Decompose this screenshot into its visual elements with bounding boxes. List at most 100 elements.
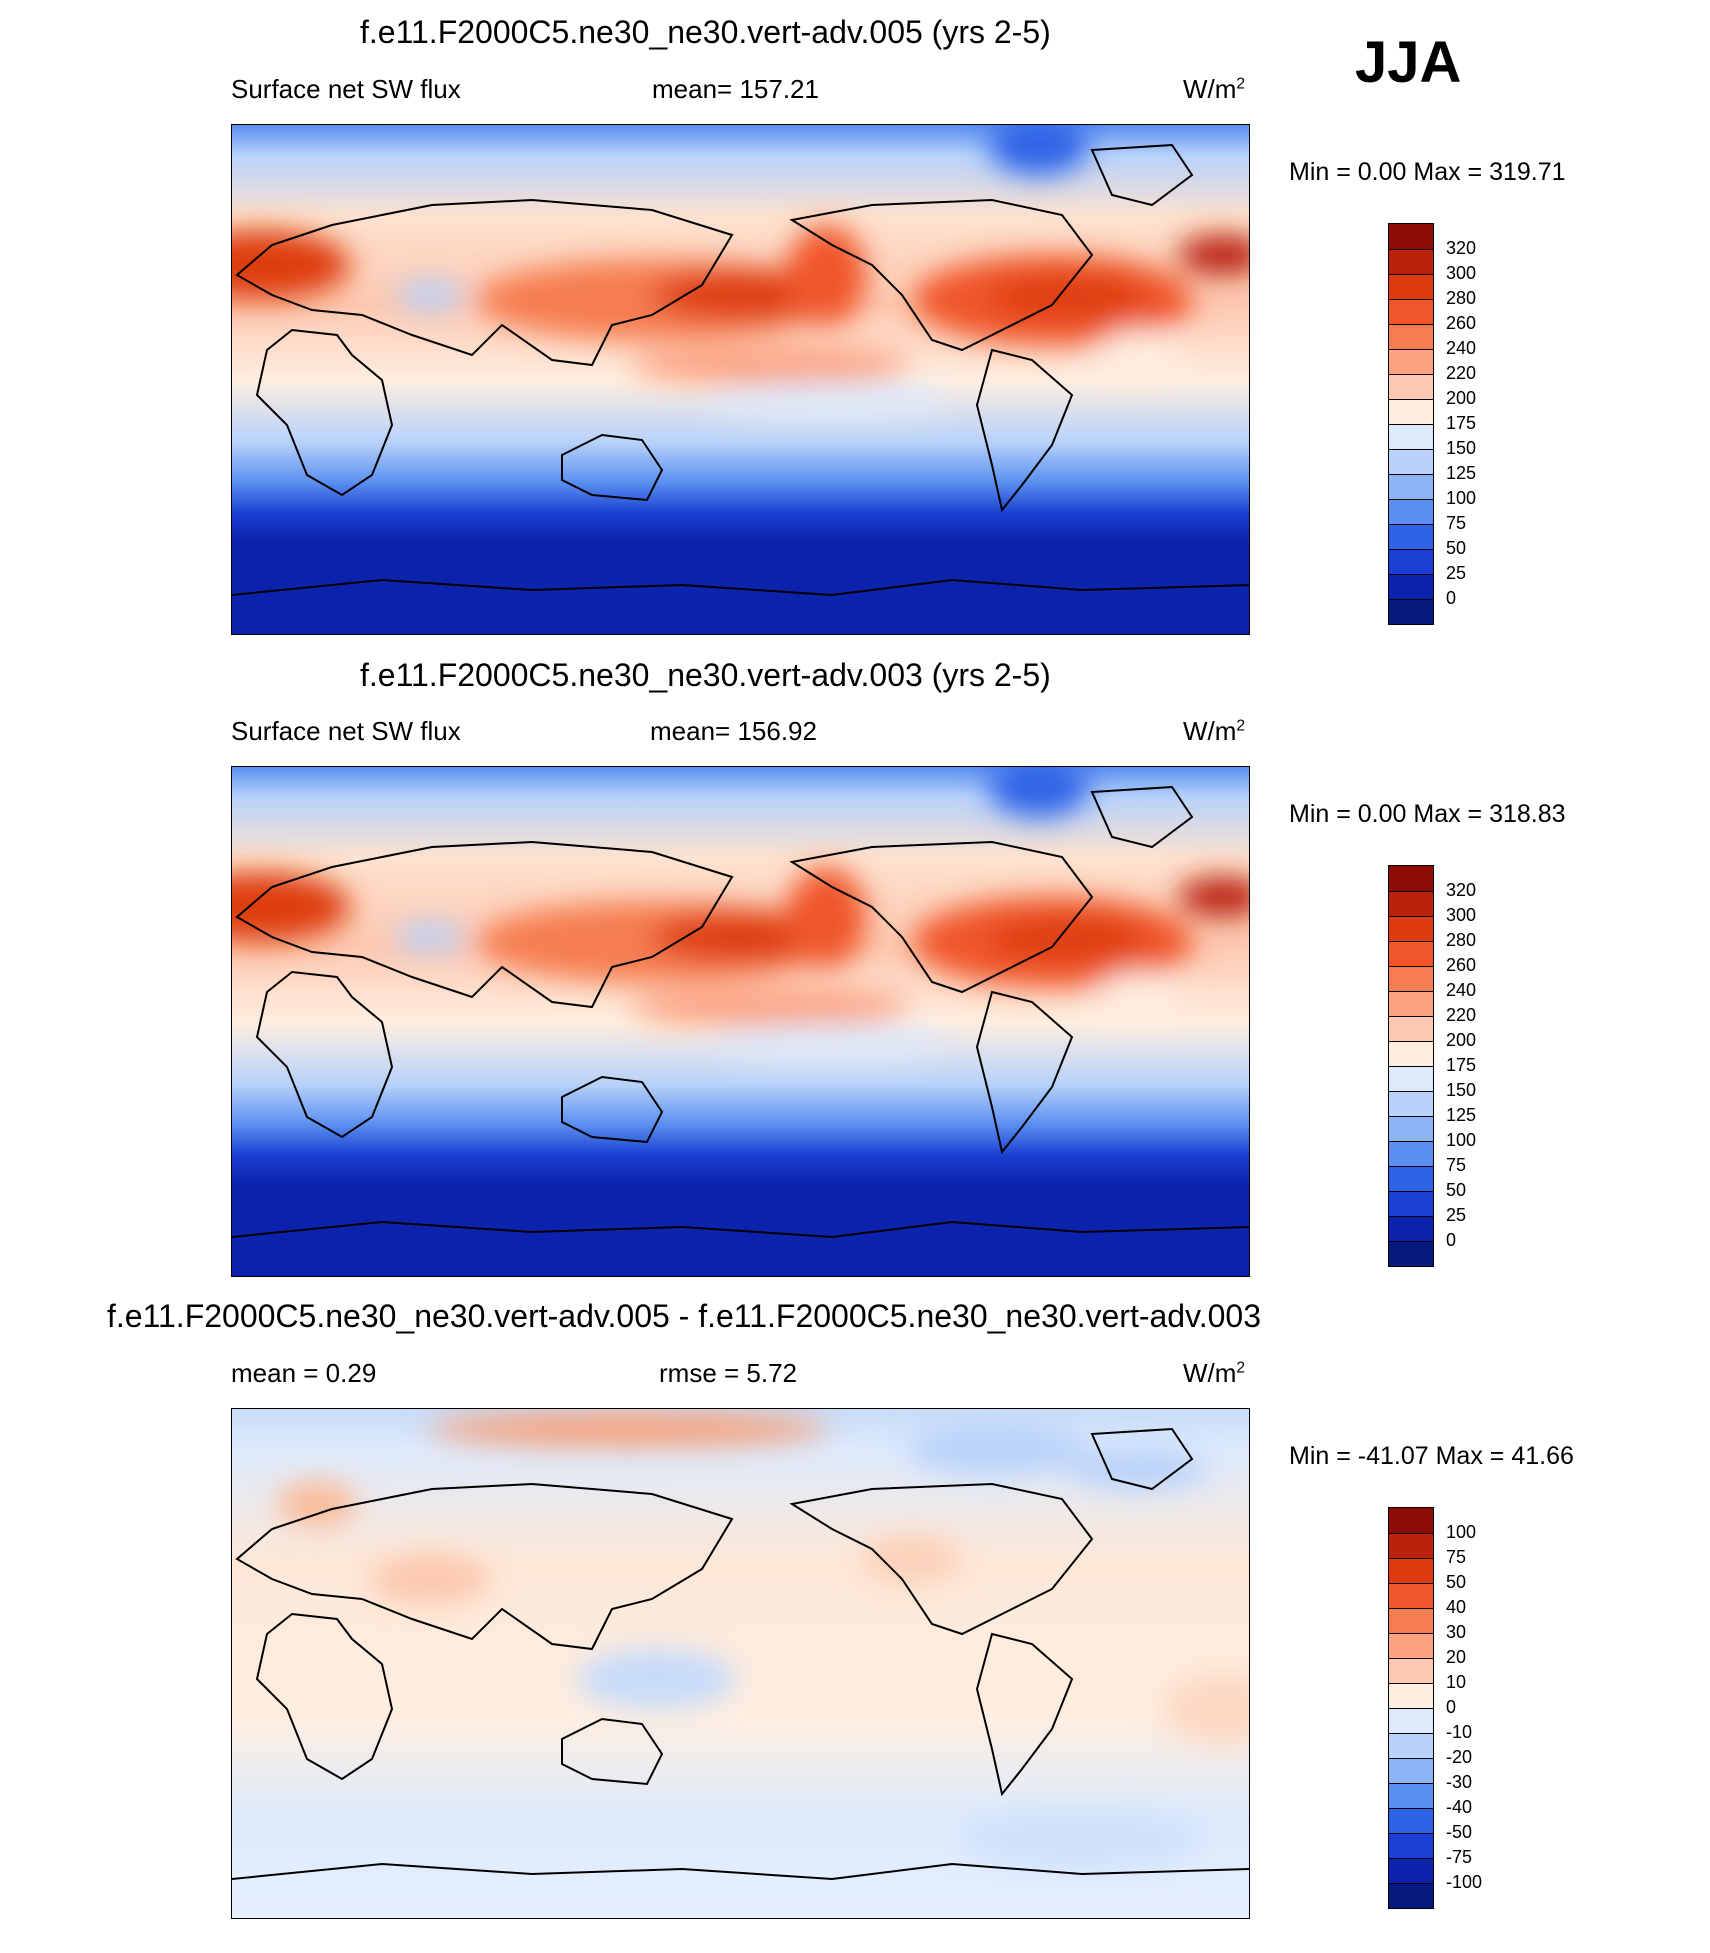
map-field xyxy=(232,1409,1249,1918)
panel1-colorbar-bin xyxy=(1389,374,1433,399)
panel1-colorbar-bin xyxy=(1389,299,1433,324)
panel1-colorbar-bin xyxy=(1389,349,1433,374)
panel2-colorbar-bin xyxy=(1389,966,1433,991)
panel1-colorbar-tick-label: 150 xyxy=(1446,438,1477,458)
panel2-colorbar-bin xyxy=(1389,991,1433,1016)
panel3-colorbar-bin xyxy=(1389,1508,1433,1533)
panel1-colorbar-tick-label: 220 xyxy=(1446,363,1477,383)
panel1-map xyxy=(231,124,1250,635)
panel3-colorbar-bin xyxy=(1389,1833,1433,1858)
panel3-colorbar-tick-label: -10 xyxy=(1446,1722,1473,1742)
panel1-variable-label: Surface net SW flux xyxy=(231,74,461,104)
panel2-colorbar-bin xyxy=(1389,941,1433,966)
panel3-colorbar-bin xyxy=(1389,1708,1433,1733)
panel1-colorbar-bin xyxy=(1389,449,1433,474)
panel1-colorbar-tick-label: 260 xyxy=(1446,313,1477,333)
panel2-colorbar-bin xyxy=(1389,891,1433,916)
panel3-colorbar-bin xyxy=(1389,1583,1433,1608)
panel3-colorbar-bin xyxy=(1389,1633,1433,1658)
panel3-colorbar-bin xyxy=(1389,1533,1433,1558)
map-field xyxy=(232,125,1249,634)
panel3-colorbar-tick-label: 0 xyxy=(1446,1697,1457,1717)
panel3-colorbar-bin xyxy=(1389,1883,1433,1908)
panel2-colorbar-bin xyxy=(1389,1091,1433,1116)
panel2-colorbar-tick-label: 320 xyxy=(1446,880,1477,900)
season-label: JJA xyxy=(1355,30,1462,95)
panel3-colorbar-tick-label: -75 xyxy=(1446,1847,1473,1867)
panel2-colorbar-bin xyxy=(1389,1191,1433,1216)
panel1-mean-label: mean= 157.21 xyxy=(652,74,819,104)
panel1-colorbar-bin xyxy=(1389,549,1433,574)
panel1-colorbar-tick-label: 175 xyxy=(1446,413,1477,433)
panel2-colorbar-tick-label: 100 xyxy=(1446,1130,1477,1150)
panel1-colorbar-bin xyxy=(1389,424,1433,449)
panel2-colorbar-bin xyxy=(1389,916,1433,941)
panel2-colorbar-tick-label: 175 xyxy=(1446,1055,1477,1075)
panel2-minmax: Min = 0.00 Max = 318.83 xyxy=(1289,800,1566,828)
panel2-colorbar-bin xyxy=(1389,1041,1433,1066)
panel2-colorbar-tick-label: 220 xyxy=(1446,1005,1477,1025)
coastline-outline xyxy=(232,143,1249,597)
panel1-minmax: Min = 0.00 Max = 319.71 xyxy=(1289,158,1566,186)
panel3-colorbar-tick-label: -30 xyxy=(1446,1772,1473,1792)
panel1-colorbar-tick-label: 240 xyxy=(1446,338,1477,358)
panel2-colorbar xyxy=(1388,865,1434,1267)
panel3-colorbar-bin xyxy=(1389,1608,1433,1633)
panel2-colorbar-tick-label: 200 xyxy=(1446,1030,1477,1050)
coastline-outline xyxy=(232,1427,1249,1881)
panel1-colorbar-tick-label: 300 xyxy=(1446,263,1477,283)
panel3-colorbar-tick-label: 20 xyxy=(1446,1647,1467,1667)
panel3-colorbar-tick-label: 100 xyxy=(1446,1522,1477,1542)
panel1-colorbar-bin xyxy=(1389,599,1433,624)
panel3-mean-label: mean = 0.29 xyxy=(231,1358,377,1388)
panel1-colorbar-tick-label: 200 xyxy=(1446,388,1477,408)
panel3-colorbar-bin xyxy=(1389,1783,1433,1808)
panel1-colorbar-bin xyxy=(1389,499,1433,524)
panel1-colorbar-bin xyxy=(1389,399,1433,424)
panel2-colorbar-bin xyxy=(1389,866,1433,891)
panel3-colorbar-bin xyxy=(1389,1683,1433,1708)
panel2-colorbar-tick-label: 125 xyxy=(1446,1105,1477,1125)
panel2-map xyxy=(231,766,1250,1277)
panel2-colorbar-tick-label: 300 xyxy=(1446,905,1477,925)
panel3-colorbar-tick-label: -50 xyxy=(1446,1822,1473,1842)
panel3-units-label: W/m2 xyxy=(1183,1358,1246,1388)
panel3-colorbar-bin xyxy=(1389,1558,1433,1583)
panel1-colorbar-tick-label: 0 xyxy=(1446,588,1457,608)
panel1-colorbar-tick-label: 75 xyxy=(1446,513,1467,533)
panel1-colorbar-tick-label: 50 xyxy=(1446,538,1467,558)
panel1-colorbar xyxy=(1388,223,1434,625)
panel3-colorbar-bin xyxy=(1389,1758,1433,1783)
panel1-colorbar-bin xyxy=(1389,224,1433,249)
map-field xyxy=(232,767,1249,1276)
panel1-colorbar-bin xyxy=(1389,274,1433,299)
panel3-colorbar-bin xyxy=(1389,1733,1433,1758)
panel1-colorbar-tick-label: 25 xyxy=(1446,563,1467,583)
panel2-colorbar-bin xyxy=(1389,1116,1433,1141)
panel3-colorbar-tick-label: 10 xyxy=(1446,1672,1467,1692)
panel1-colorbar-tick-label: 100 xyxy=(1446,488,1477,508)
panel3-colorbar-tick-label: 40 xyxy=(1446,1597,1467,1617)
panel2-colorbar-bin xyxy=(1389,1141,1433,1166)
panel1-colorbar-tick-label: 320 xyxy=(1446,238,1477,258)
panel2-colorbar-tick-label: 0 xyxy=(1446,1230,1457,1250)
panel2-colorbar-bin xyxy=(1389,1241,1433,1266)
panel1-colorbar-bin xyxy=(1389,324,1433,349)
panel3-colorbar-bin xyxy=(1389,1658,1433,1683)
panel2-title: f.e11.F2000C5.ne30_ne30.vert-adv.003 (yr… xyxy=(360,657,1051,693)
panel3-title: f.e11.F2000C5.ne30_ne30.vert-adv.005 - f… xyxy=(107,1298,1261,1334)
panel3-rmse-label: rmse = 5.72 xyxy=(659,1358,798,1388)
panel3-colorbar-bin xyxy=(1389,1808,1433,1833)
panel1-title: f.e11.F2000C5.ne30_ne30.vert-adv.005 (yr… xyxy=(360,14,1051,50)
panel2-colorbar-bin xyxy=(1389,1216,1433,1241)
panel2-variable-label: Surface net SW flux xyxy=(231,716,461,746)
panel3-colorbar-tick-label: 30 xyxy=(1446,1622,1467,1642)
panel3-map xyxy=(231,1408,1250,1919)
panel1-colorbar-bin xyxy=(1389,574,1433,599)
panel3-colorbar-tick-label: -20 xyxy=(1446,1747,1473,1767)
panel3-minmax: Min = -41.07 Max = 41.66 xyxy=(1289,1442,1574,1470)
panel3-colorbar-tick-label: 50 xyxy=(1446,1572,1467,1592)
panel1-colorbar-bin xyxy=(1389,249,1433,274)
panel1-units-label: W/m2 xyxy=(1183,74,1246,104)
panel2-colorbar-bin xyxy=(1389,1066,1433,1091)
